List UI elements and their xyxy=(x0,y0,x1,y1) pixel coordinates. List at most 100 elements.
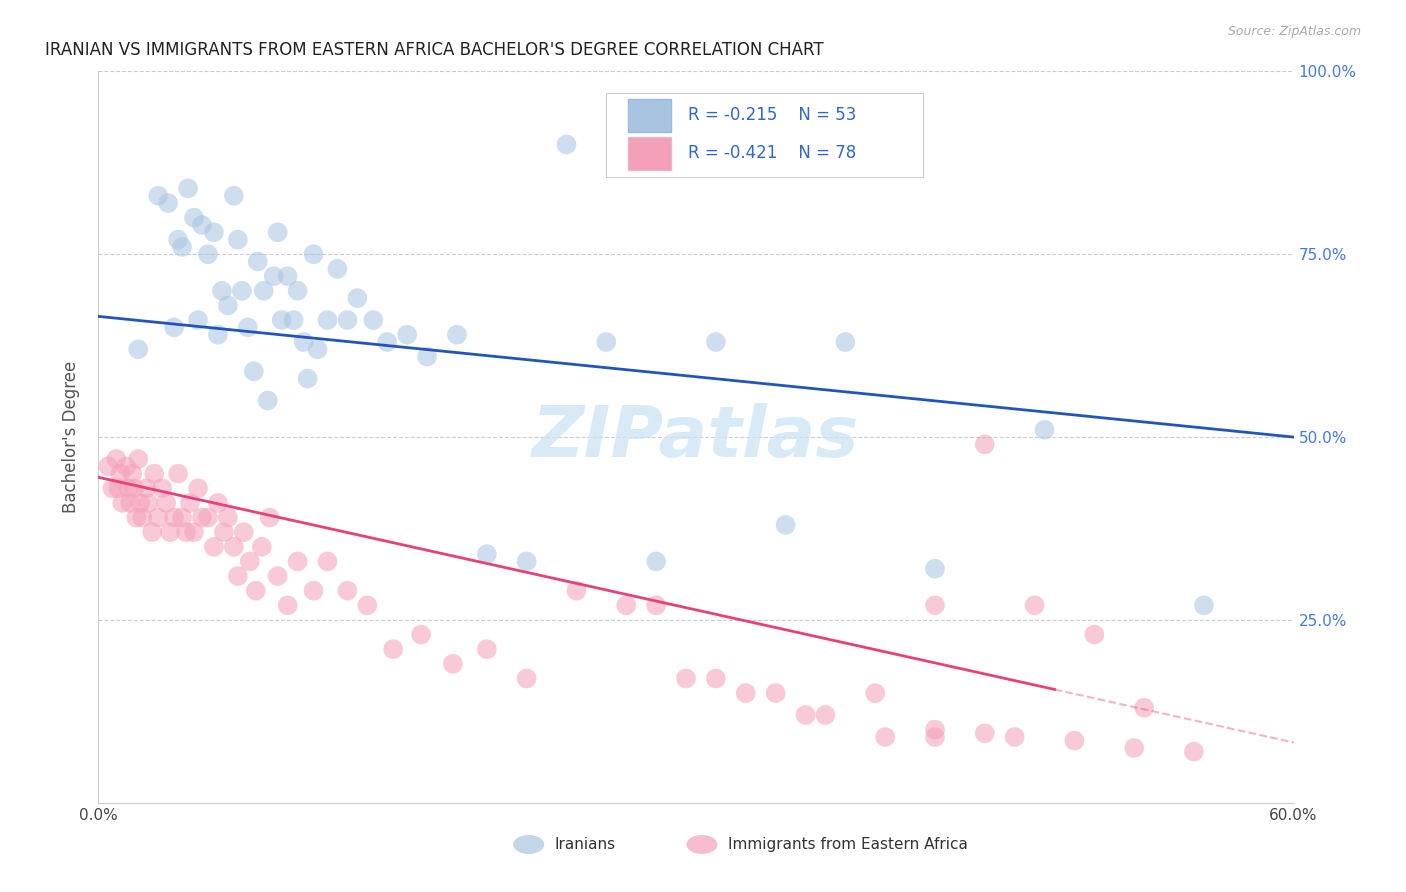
Point xyxy=(135,481,157,495)
Point xyxy=(226,569,249,583)
Point xyxy=(141,525,163,540)
Point xyxy=(211,284,233,298)
Point xyxy=(924,562,946,576)
Point xyxy=(1192,599,1215,613)
Point xyxy=(375,334,398,349)
Point xyxy=(246,254,269,268)
Point xyxy=(270,313,292,327)
Bar xyxy=(628,137,671,170)
Point xyxy=(555,137,578,152)
Point xyxy=(765,686,787,700)
Point xyxy=(775,517,797,532)
Point xyxy=(316,313,339,327)
Y-axis label: Bachelor's Degree: Bachelor's Degree xyxy=(62,361,80,513)
Point xyxy=(356,599,378,613)
Text: Immigrants from Eastern Africa: Immigrants from Eastern Africa xyxy=(728,837,969,852)
Point xyxy=(172,240,194,254)
Point xyxy=(226,233,249,247)
Point xyxy=(129,496,152,510)
Text: Source: ZipAtlas.com: Source: ZipAtlas.com xyxy=(1227,25,1361,38)
Point xyxy=(1133,700,1156,714)
Point xyxy=(150,481,173,495)
Point xyxy=(117,481,139,495)
Point xyxy=(136,496,159,510)
Point xyxy=(302,583,325,598)
Point xyxy=(595,334,617,349)
Point xyxy=(259,510,281,524)
Point xyxy=(924,730,946,744)
Point xyxy=(475,642,498,657)
Point xyxy=(363,313,385,327)
Point xyxy=(263,269,285,284)
Point xyxy=(111,496,134,510)
Point xyxy=(336,583,359,598)
Point xyxy=(231,284,253,298)
Point xyxy=(222,188,245,202)
Point xyxy=(212,525,235,540)
Point xyxy=(516,554,538,568)
Point xyxy=(197,247,219,261)
Point xyxy=(346,291,368,305)
Point xyxy=(127,452,149,467)
Point xyxy=(163,320,186,334)
Point xyxy=(174,525,197,540)
Point xyxy=(155,496,177,510)
Point xyxy=(475,547,498,561)
Point xyxy=(396,327,419,342)
Point xyxy=(245,583,267,598)
Point xyxy=(924,723,946,737)
Point xyxy=(167,233,190,247)
Point xyxy=(163,510,186,524)
Point xyxy=(191,510,214,524)
Point xyxy=(411,627,433,641)
Point xyxy=(125,510,148,524)
Point xyxy=(143,467,166,481)
Point xyxy=(177,181,200,195)
Point xyxy=(287,284,309,298)
Point xyxy=(256,393,278,408)
Point xyxy=(207,327,229,342)
Point xyxy=(187,481,209,495)
Point xyxy=(131,510,153,524)
Point xyxy=(973,726,995,740)
Point xyxy=(202,540,225,554)
Point xyxy=(207,496,229,510)
Point xyxy=(973,437,995,451)
Point xyxy=(217,298,239,312)
Point xyxy=(159,525,181,540)
Point xyxy=(107,481,129,495)
Point xyxy=(202,225,225,239)
Point xyxy=(416,350,439,364)
Point xyxy=(565,583,588,598)
Point xyxy=(516,672,538,686)
Point xyxy=(1182,745,1205,759)
Point xyxy=(704,672,727,686)
Point xyxy=(127,343,149,357)
Point xyxy=(326,261,349,276)
Point xyxy=(197,510,219,524)
Bar xyxy=(628,99,671,132)
Point xyxy=(1024,599,1046,613)
Text: IRANIAN VS IMMIGRANTS FROM EASTERN AFRICA BACHELOR'S DEGREE CORRELATION CHART: IRANIAN VS IMMIGRANTS FROM EASTERN AFRIC… xyxy=(45,41,824,59)
Point xyxy=(382,642,405,657)
Point xyxy=(675,672,697,686)
Point xyxy=(446,327,468,342)
Point xyxy=(1083,627,1105,641)
Point xyxy=(1033,423,1056,437)
Point xyxy=(148,188,170,202)
Point xyxy=(267,569,290,583)
Point xyxy=(179,496,201,510)
Point xyxy=(167,467,190,481)
Point xyxy=(287,554,309,568)
Point xyxy=(645,599,668,613)
Point xyxy=(172,510,194,524)
Point xyxy=(250,540,273,554)
Text: R = -0.421    N = 78: R = -0.421 N = 78 xyxy=(688,145,856,162)
Point xyxy=(183,525,205,540)
Point xyxy=(120,496,142,510)
Text: R = -0.215    N = 53: R = -0.215 N = 53 xyxy=(688,106,856,124)
Point xyxy=(292,334,315,349)
Point xyxy=(336,313,359,327)
Point xyxy=(253,284,276,298)
Circle shape xyxy=(686,835,717,854)
